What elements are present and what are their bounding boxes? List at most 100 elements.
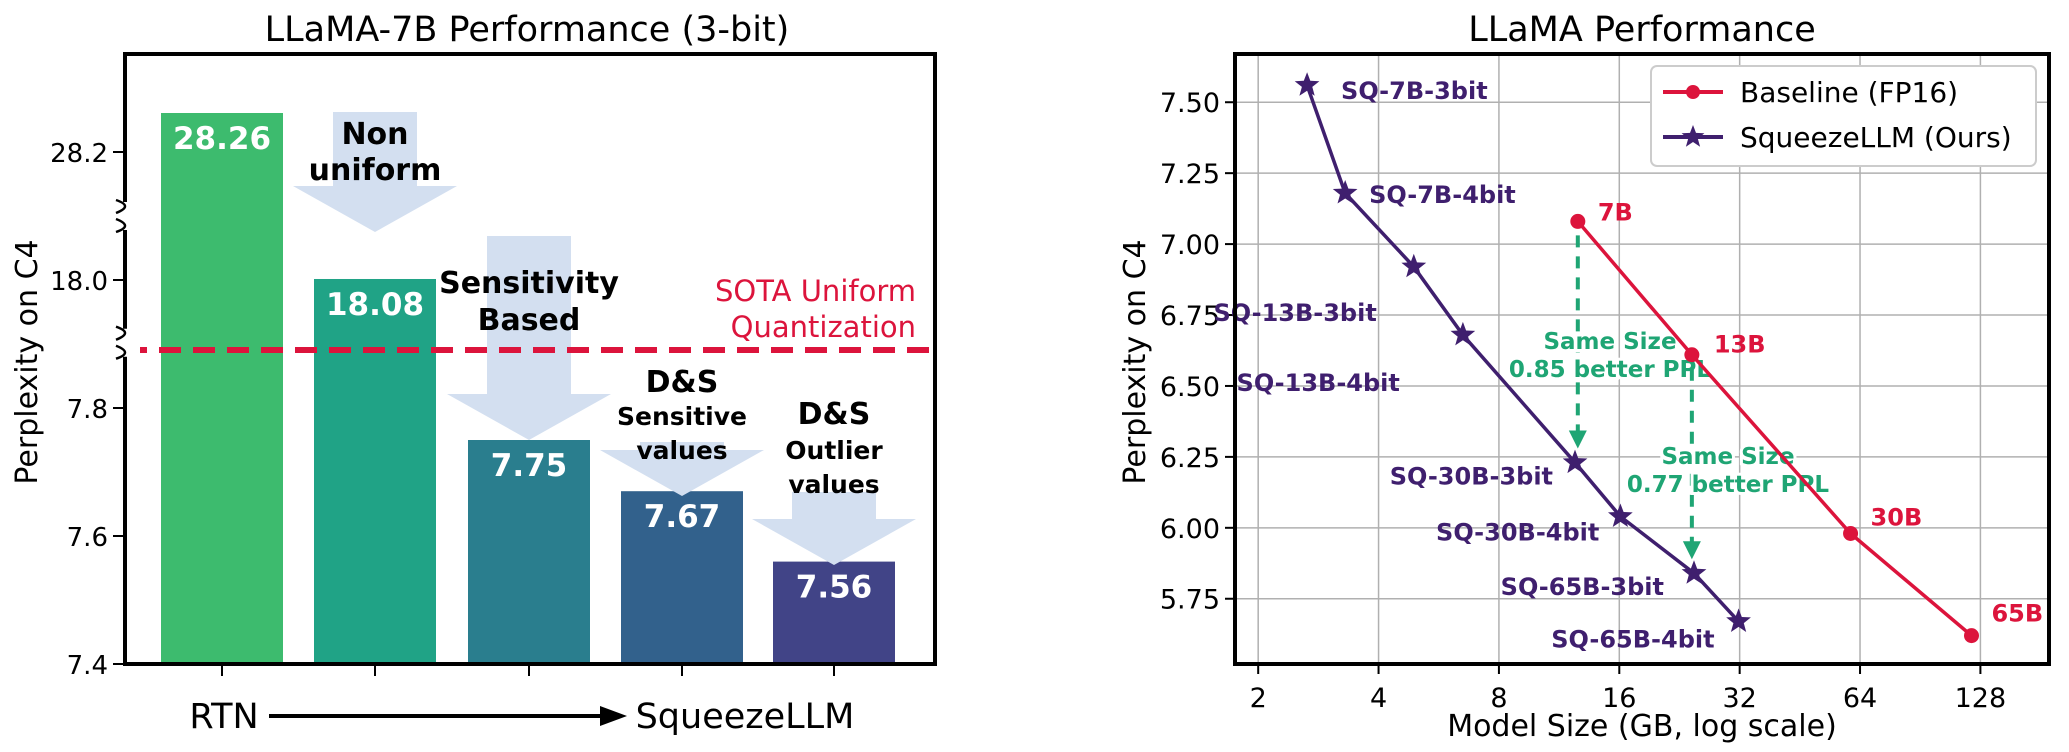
legend-baseline-label: Baseline (FP16)	[1740, 76, 1958, 109]
y-tick-label: 7.00	[1160, 230, 1220, 261]
data-point	[1570, 213, 1586, 229]
x-tick-label: 2	[1250, 683, 1267, 714]
left-chart-title: LLaMA-7B Performance (3-bit)	[265, 10, 790, 50]
data-point	[1608, 503, 1633, 527]
arrow-caption: values	[788, 470, 879, 499]
left-y-tick-label: 7.8	[67, 395, 108, 425]
point-label: SQ-30B-4bit	[1436, 518, 1599, 546]
arrow-caption: Based	[478, 303, 581, 338]
data-point	[1450, 321, 1476, 346]
series-line	[1576, 220, 1973, 637]
point-label: SQ-13B-3bit	[1213, 299, 1376, 327]
left-x-ticks	[221, 664, 835, 676]
data-point	[1684, 347, 1700, 363]
y-tick-label: 6.25	[1160, 443, 1220, 474]
data-point	[1332, 180, 1358, 204]
bar-value-label: 7.67	[644, 499, 721, 535]
point-label: 7B	[1598, 198, 1633, 226]
axis-break-gap	[100, 202, 140, 230]
sota-label-line-1: SOTA Uniform	[715, 274, 916, 308]
x-tick-label: 16	[1602, 683, 1636, 714]
x-tick-label: 64	[1843, 683, 1877, 714]
point-label: 65B	[1991, 600, 2043, 628]
improvement-arrow	[447, 236, 611, 440]
data-point	[1562, 449, 1588, 474]
y-tick-label: 6.75	[1160, 301, 1220, 332]
annotation-arrow-head	[1682, 541, 1701, 560]
arrow-caption: Outlier	[785, 436, 883, 465]
y-tick-label: 6.50	[1160, 372, 1220, 403]
right-line-chart: LLaMA Performance Perplexity on C4 Model…	[1118, 10, 2051, 744]
left-y-ticks: 28.2 18.0 7.8 7.6 7.4	[50, 139, 125, 681]
sota-label-line-2: Quantization	[731, 310, 916, 344]
x-tick-label: 128	[1955, 683, 2007, 714]
x-tick-label: 4	[1370, 683, 1387, 714]
arrow-caption: Sensitive	[617, 402, 747, 431]
arrow-caption: Non	[341, 117, 408, 152]
bar-value-label: 7.56	[796, 570, 873, 606]
improvement-arrow	[752, 492, 916, 565]
x-axis-end-label: SqueezeLLM	[636, 697, 855, 737]
axis-break-gap	[100, 328, 140, 357]
left-y-axis-label: Perplexity on C4	[10, 239, 45, 484]
right-plot-frame	[1233, 52, 2051, 666]
right-x-axis-label: Model Size (GB, log scale)	[1447, 709, 1837, 744]
annotation-text: Same Size	[1543, 329, 1676, 355]
legend-squeezellm-marker	[1681, 125, 1705, 147]
left-y-tick-label: 7.4	[67, 651, 108, 681]
data-point	[1401, 253, 1427, 278]
legend-baseline-marker	[1686, 85, 1700, 99]
bar-value-label: 7.75	[491, 448, 568, 484]
point-label: SQ-65B-3bit	[1501, 573, 1664, 601]
y-tick-label: 7.25	[1160, 159, 1220, 190]
left-bar-chart: LLaMA-7B Performance (3-bit) Perplexity …	[10, 10, 937, 737]
legend: Baseline (FP16) SqueezeLLM (Ours)	[1650, 65, 2037, 167]
point-label: SQ-7B-3bit	[1341, 77, 1488, 105]
left-y-tick-label: 28.2	[50, 139, 108, 169]
arrow-caption: values	[636, 436, 727, 465]
bar	[468, 440, 590, 664]
data-point	[1726, 608, 1751, 632]
point-label: 13B	[1714, 331, 1766, 359]
improvement-arrow	[600, 442, 764, 496]
x-tick-label: 8	[1490, 683, 1507, 714]
arrow-caption: D&S	[646, 365, 719, 400]
right-ticks: 2 4 8 16 32 64 128 5.75 6.00 6.25 6.50 6.75 7.00 7.25…	[1160, 88, 2006, 714]
point-label: 30B	[1871, 503, 1923, 531]
bar-value-label: 18.08	[326, 287, 424, 323]
data-point	[1843, 525, 1859, 541]
series-line	[1305, 84, 1740, 623]
left-y-tick-label: 7.6	[67, 523, 108, 553]
arrow-caption: D&S	[798, 397, 871, 432]
annotation-text: 0.85 better PPL	[1509, 357, 1711, 383]
x-tick-label: 32	[1722, 683, 1756, 714]
right-chart-title: LLaMA Performance	[1468, 10, 1816, 50]
annotation-text: 0.77 better PPL	[1627, 472, 1829, 498]
y-tick-label: 7.50	[1160, 88, 1220, 119]
data-point	[1681, 560, 1707, 584]
left-axis-breaks	[100, 198, 140, 360]
x-axis-start-label: RTN	[189, 697, 258, 737]
point-label: SQ-30B-3bit	[1390, 463, 1553, 491]
right-series: 7B 13B 30B 65B SQ-7B-3bit SQ-7B-4bit SQ-13B-3b…	[1213, 72, 2043, 653]
bar-value-label: 28.26	[173, 121, 271, 157]
axis-break-mark	[115, 198, 127, 215]
right-y-axis-label: Perplexity on C4	[1118, 239, 1153, 484]
arrow-caption: Sensitivity	[439, 266, 619, 301]
bar	[773, 561, 895, 664]
bar	[161, 113, 283, 664]
arrow-caption: uniform	[309, 153, 442, 188]
point-label: SQ-13B-4bit	[1237, 369, 1400, 397]
point-label: SQ-7B-4bit	[1369, 181, 1516, 209]
annotation-arrow-head	[1568, 430, 1587, 449]
data-point	[1294, 72, 1320, 96]
y-tick-label: 6.00	[1160, 514, 1220, 545]
improvement-arrow	[293, 112, 457, 232]
bar	[621, 491, 743, 664]
legend-box	[1650, 65, 2037, 167]
axis-break-mark	[115, 344, 127, 360]
left-bars: 28.26 18.08 7.75 7.67 7.56	[161, 113, 895, 664]
bar	[314, 278, 436, 664]
